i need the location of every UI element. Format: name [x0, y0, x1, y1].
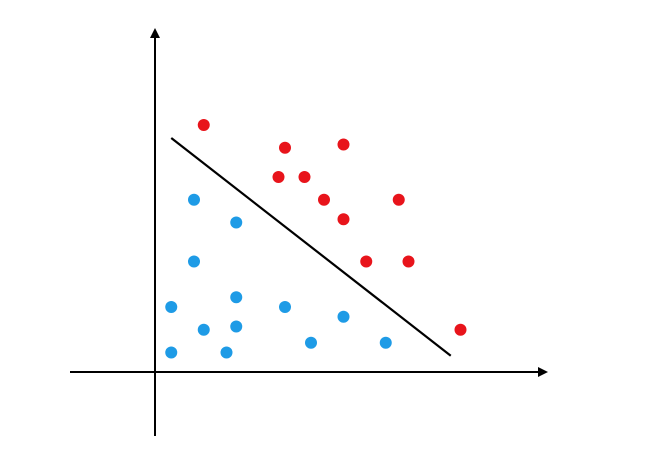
separator-layer — [170, 137, 452, 357]
data-point — [188, 255, 200, 268]
data-point — [188, 193, 200, 206]
data-point — [230, 291, 243, 304]
data-point — [230, 320, 243, 333]
data-point — [337, 138, 350, 151]
data-point — [318, 193, 330, 206]
data-point — [337, 310, 350, 323]
data-point — [298, 171, 311, 183]
data-point — [272, 171, 285, 183]
data-point — [165, 301, 178, 313]
data-point — [305, 336, 317, 349]
data-point — [337, 213, 350, 226]
data-point — [279, 141, 291, 154]
data-point — [392, 193, 405, 206]
data-point — [454, 323, 467, 336]
data-point — [360, 255, 373, 268]
data-point — [279, 301, 291, 313]
data-point — [220, 346, 233, 359]
data-point — [197, 119, 210, 131]
data-point — [402, 255, 415, 268]
data-point — [379, 336, 392, 349]
data-point — [165, 346, 178, 359]
decision-boundary-line — [170, 137, 452, 357]
data-point — [197, 323, 210, 336]
series-0 — [197, 119, 467, 336]
points-layer — [165, 119, 467, 359]
data-point — [230, 216, 243, 229]
series-1 — [165, 193, 392, 359]
